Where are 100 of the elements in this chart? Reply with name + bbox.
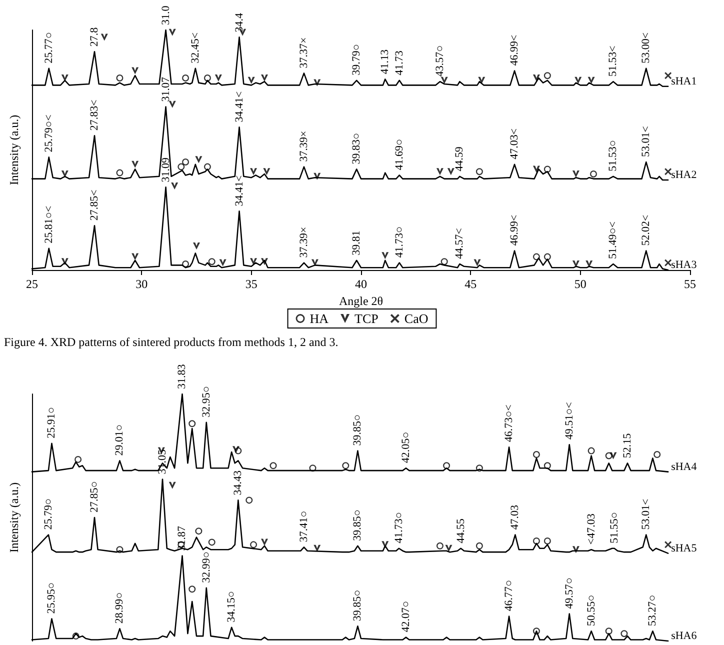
annotation: 37.37× — [298, 37, 310, 68]
point — [100, 34, 108, 41]
annotation: 31.0 — [160, 5, 172, 25]
point — [532, 253, 540, 260]
annotation: 28.99○ — [114, 592, 126, 624]
annotation: 44.55 — [454, 518, 467, 544]
point — [436, 168, 444, 176]
annotation: 39.85○ — [352, 414, 364, 446]
point — [132, 67, 139, 74]
point — [168, 28, 176, 36]
point — [168, 100, 176, 108]
annotation: <47.03 — [585, 513, 598, 545]
point — [309, 464, 316, 472]
point — [250, 168, 258, 176]
point — [382, 252, 389, 260]
annotation: 44.59 — [454, 146, 466, 172]
annotation: 34.41< — [233, 91, 246, 122]
annotation: 34.15○ — [226, 591, 238, 622]
legend-label: CaO — [404, 311, 428, 326]
annotation: 41.73○ — [393, 226, 406, 258]
point — [182, 158, 190, 166]
point — [193, 242, 200, 250]
annotation: 41.73 — [393, 50, 406, 76]
series-label: sHA5 — [671, 542, 698, 554]
annotation: 32.45< — [189, 32, 202, 64]
point — [532, 166, 540, 173]
annotation: 41.73○ — [392, 512, 405, 544]
annotation: 39.85○ — [352, 510, 364, 541]
annotation: 37.41○ — [298, 510, 310, 542]
annotation: 39.81 — [350, 230, 363, 256]
point — [204, 163, 211, 170]
point — [605, 628, 612, 635]
annotation: 46.99< — [508, 34, 521, 66]
y-axis-title: Intensity (a.u.) — [7, 114, 21, 186]
point — [544, 253, 551, 260]
annotation: 53.27○ — [646, 594, 659, 626]
point — [208, 538, 216, 546]
annotation: 53.00< — [640, 32, 652, 64]
annotation: 27.83< — [88, 100, 101, 131]
annotation: 43.57○ — [434, 45, 446, 77]
annotation: 25.91○ — [46, 406, 58, 438]
point — [314, 79, 321, 86]
point — [436, 542, 444, 550]
point — [195, 156, 202, 164]
point — [620, 630, 628, 638]
annotation: 51.55○ — [608, 512, 620, 544]
point — [654, 451, 661, 458]
point — [532, 628, 540, 635]
legend-label: TCP — [354, 311, 378, 326]
series-label: sHA2 — [671, 169, 697, 181]
point — [664, 72, 672, 80]
point — [572, 546, 580, 554]
point — [72, 632, 80, 640]
annotation: 32.95○ — [200, 386, 212, 418]
annotation: 31.05 — [156, 448, 169, 474]
point — [572, 260, 580, 268]
point — [188, 586, 196, 593]
annotation: 41.69○ — [393, 138, 406, 170]
point — [382, 541, 389, 548]
annotation: 25.77○ — [42, 32, 55, 64]
point — [178, 163, 185, 170]
point — [116, 74, 124, 82]
annotation: 52.02< — [640, 214, 652, 246]
point — [182, 74, 190, 82]
annotation: 34.43 — [232, 470, 244, 496]
annotation: 25.79○< — [42, 114, 55, 152]
annotation: 41.13 — [379, 48, 392, 74]
point — [61, 170, 68, 178]
annotation: 51.53○ — [607, 140, 620, 172]
point — [476, 542, 483, 550]
point — [214, 74, 222, 82]
point — [132, 160, 139, 168]
series-label: sHA3 — [671, 259, 698, 271]
point — [195, 528, 202, 535]
point — [476, 168, 483, 176]
point — [445, 544, 452, 552]
x-tick-label: 40 — [355, 277, 367, 291]
point — [478, 76, 486, 84]
point — [311, 259, 318, 266]
point — [544, 537, 551, 544]
annotation: 49.57○ — [563, 577, 576, 609]
x-tick-label: 25 — [26, 277, 38, 291]
point — [168, 482, 176, 489]
point — [572, 170, 580, 178]
annotation: 25.95○ — [46, 582, 58, 614]
point — [61, 74, 68, 82]
point — [248, 76, 255, 84]
point — [204, 74, 211, 82]
x-tick-label: 35 — [245, 277, 258, 291]
annotation: 51.49○< — [607, 221, 620, 259]
annotation: 39.83○ — [350, 132, 363, 164]
point — [132, 253, 139, 260]
annotation: 37.39× — [298, 130, 310, 162]
legend-label: HA — [310, 311, 330, 326]
point — [250, 541, 258, 548]
point — [532, 537, 540, 544]
point — [664, 541, 672, 548]
annotation: 42.05○ — [400, 432, 412, 464]
point — [447, 168, 454, 176]
point — [208, 258, 216, 266]
